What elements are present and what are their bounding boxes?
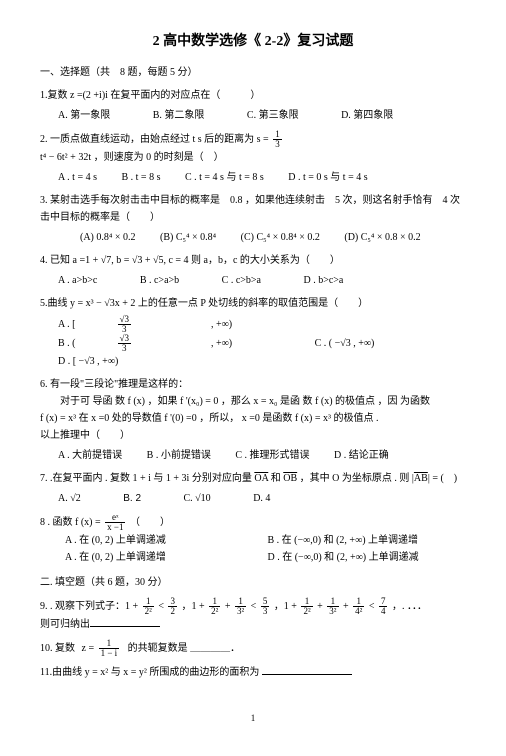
q8-text-a: 8 . 函数 f (x) =	[40, 517, 101, 528]
q6-line1: 对于可 导函 数 f (x) ，如果 f '(x₀) = 0 ，那么 x = x…	[40, 393, 466, 410]
question-7-options: A. √2 B. 2 C. √10 D. 4	[40, 490, 466, 507]
vector-ob: OB	[283, 473, 297, 484]
q1-opt-d: D. 第四象限	[341, 107, 393, 124]
q8-opt-d: D . 在 (−∞,0) 和 (2, +∞) 上单调递减	[268, 552, 419, 563]
question-2-options: A . t = 4 s B . t = 8 s C . t = 4 s 与 t …	[40, 169, 466, 186]
q1-opt-a: A. 第一象限	[58, 107, 110, 124]
question-4: 4. 已知 a =1 + √7, b = √3 + √5, c = 4 则 a，…	[40, 252, 466, 269]
q2-text-b: t⁴ − 6t² + 32t ，则速度为 0 的时刻是（ ）	[40, 152, 224, 163]
q6-opt-a: A . 大前提错误	[58, 447, 122, 464]
q8-text-b: （ ）	[130, 517, 170, 528]
q2-opt-d: D . t = 0 s 与 t = 4 s	[288, 169, 367, 186]
q1-opt-b: B. 第二象限	[153, 107, 205, 124]
q4-opt-d: D . b>c>a	[303, 272, 343, 289]
q9-t1: 9. . 观察下列式子：1 +	[40, 601, 138, 612]
section-1-heading: 一、选择题（共 8 题，每题 5 分）	[40, 64, 466, 81]
q3-opt-a: (A) 0.8⁴ × 0.2	[80, 229, 136, 246]
q6-line3: 以上推理中（ ）	[40, 427, 466, 444]
and-text: 和	[268, 473, 283, 484]
blank-11	[262, 664, 352, 675]
question-5-options: A . [√33 , +∞) B . (√33 , +∞) C . ( −√3 …	[40, 315, 466, 370]
frac-1-3: 13	[273, 130, 282, 149]
question-8-options-row1: A . 在 (0, 2) 上单调递减 B . 在 (−∞,0) 和 (2, +∞…	[40, 532, 466, 549]
q6-opt-b: B . 小前提错误	[147, 447, 211, 464]
page-title: 2 高中数学选修《 2-2》复习试题	[40, 30, 466, 54]
q5-opt-d: D . [ −√3 , +∞)	[58, 353, 118, 370]
vector-ab: AB	[414, 473, 428, 484]
q7-opt-a: A. √2	[58, 490, 81, 507]
question-7: 7. .在复平面内 . 复数 1 + i 与 1 + 3i 分别对应向量 OA …	[40, 470, 466, 487]
q3-opt-c: (C) C₅⁴ × 0.8⁴ × 0.2	[241, 229, 320, 246]
q5-opt-b: B . (√33 , +∞)	[58, 334, 272, 353]
question-1-options: A. 第一象限 B. 第二象限 C. 第三象限 D. 第四象限	[40, 107, 466, 124]
question-9: 9. . 观察下列式子：1 + 12² < 32 ，1 + 12² + 13² …	[40, 597, 466, 616]
q11-text: 11.由曲线 y = x² 与 x = y² 所围成的曲边形的面积为	[40, 667, 259, 678]
q8-opt-a: A . 在 (0, 2) 上单调递减	[65, 532, 265, 549]
q7-text-b: ，其中 O 为坐标原点 . 则	[300, 473, 410, 484]
question-8: 8 . 函数 f (x) = eˣx −1 （ ）	[40, 513, 466, 532]
question-10: 10. 复数 z = 11 − i 的共轭复数是 ＿＿＿＿．	[40, 639, 466, 658]
vector-oa: OA	[254, 473, 268, 484]
q10-t2: 的共轭复数是 ＿＿＿＿．	[128, 643, 241, 654]
question-3: 3. 某射击选手每次射击击中目标的概率是 0.8 ，如果他连续射击 5 次，则这…	[40, 192, 466, 226]
q3-opt-b: (B) C₅⁴ × 0.8⁴	[160, 229, 216, 246]
q4-opt-c: C . c>b>a	[222, 272, 261, 289]
q5-opt-c: C . ( −√3 , +∞)	[315, 335, 375, 352]
q2-text-a: 2. 一质点做直线运动，由始点经过 t s 后的距离为 s =	[40, 134, 269, 145]
q6-line2: f (x) = x³ 在 x =0 处的导数值 f '(0) =0 ，所以， x…	[40, 410, 466, 427]
question-4-options: A . a>b>c B . c>a>b C . c>b>a D . b>c>a	[40, 272, 466, 289]
frac-ex: eˣx −1	[105, 513, 125, 532]
q6-opt-c: C . 推理形式错误	[235, 447, 309, 464]
q4-opt-a: A . a>b>c	[58, 272, 97, 289]
q9-conclusion: 则可归纳出	[40, 616, 466, 633]
frac-z: 11 − i	[99, 639, 120, 658]
section-2-heading: 二. 填空题（共 6 题，30 分）	[40, 574, 466, 591]
q4-opt-b: B . c>a>b	[140, 272, 179, 289]
question-5: 5.曲线 y = x³ − √3x + 2 上的任意一点 P 处切线的斜率的取值…	[40, 295, 466, 312]
q9-t4: ，. ．．．	[392, 601, 427, 612]
q9-t2: ，1 +	[181, 601, 204, 612]
q1-opt-c: C. 第三象限	[247, 107, 299, 124]
question-8-options-row2: A . 在 (0, 2) 上单调递增 D . 在 (−∞,0) 和 (2, +∞…	[40, 549, 466, 566]
q2-opt-c: C . t = 4 s 与 t = 8 s	[185, 169, 264, 186]
question-6-options: A . 大前提错误 B . 小前提错误 C . 推理形式错误 D . 结论正确	[40, 447, 466, 464]
q7-opt-b: B. 2	[123, 490, 141, 507]
question-6: 6. 有一段"三段论"推理是这样的：	[40, 376, 466, 393]
question-2: 2. 一质点做直线运动，由始点经过 t s 后的距离为 s = 13 t⁴ − …	[40, 130, 466, 166]
q7-opt-d: D. 4	[253, 490, 270, 507]
page-number: 1	[40, 711, 466, 726]
q10-t1: 10. 复数	[40, 643, 75, 654]
q6-opt-d: D . 结论正确	[334, 447, 389, 464]
question-3-options: (A) 0.8⁴ × 0.2 (B) C₅⁴ × 0.8⁴ (C) C₅⁴ × …	[40, 229, 466, 246]
q5-opt-a: A . [√33 , +∞)	[58, 315, 272, 334]
q9-t3: ，1 +	[274, 601, 297, 612]
q8-opt-c: A . 在 (0, 2) 上单调递增	[65, 549, 265, 566]
q7-text-c: = ( )	[432, 473, 457, 484]
blank-9	[90, 616, 160, 627]
question-1: 1.复数 z =(2 +i)i 在复平面内的对应点在（ ）	[40, 87, 466, 104]
question-11: 11.由曲线 y = x² 与 x = y² 所围成的曲边形的面积为	[40, 664, 466, 681]
q7-opt-c: C. √10	[184, 490, 211, 507]
z-label: z =	[82, 643, 97, 654]
q7-text-a: 7. .在复平面内 . 复数 1 + i 与 1 + 3i 分别对应向量	[40, 473, 252, 484]
q2-opt-a: A . t = 4 s	[58, 169, 97, 186]
q3-opt-d: (D) C₅⁴ × 0.8 × 0.2	[344, 229, 420, 246]
q2-opt-b: B . t = 8 s	[121, 169, 160, 186]
q8-opt-b: B . 在 (−∞,0) 和 (2, +∞) 上单调递增	[268, 535, 419, 546]
